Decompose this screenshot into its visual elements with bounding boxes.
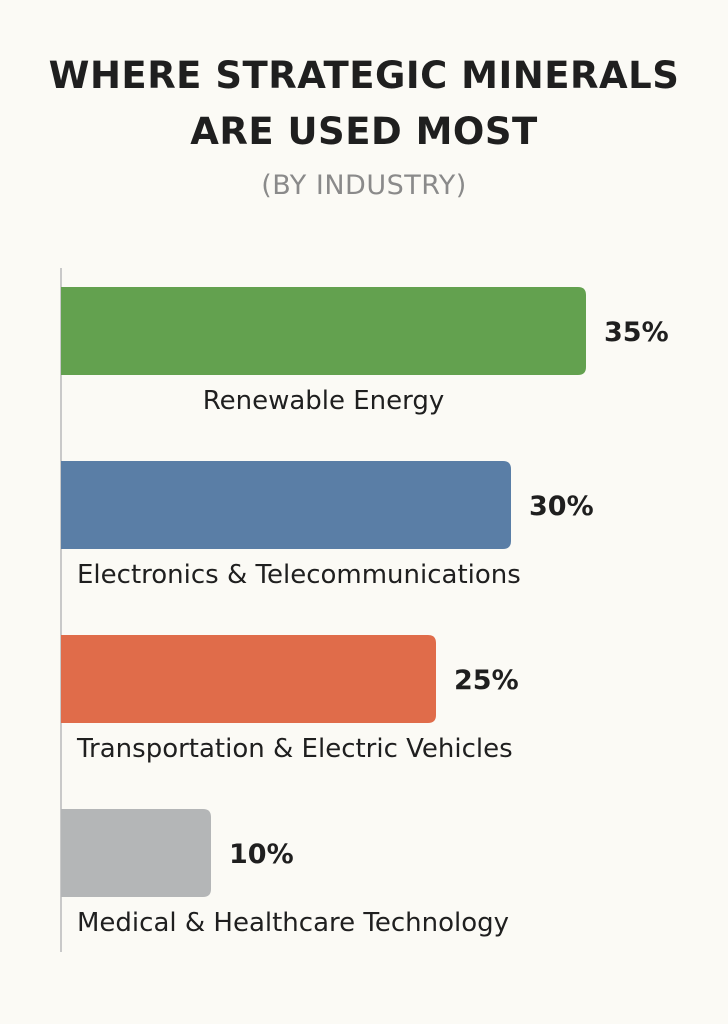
chart-title-line-1: WHERE STRATEGIC MINERALS xyxy=(48,54,680,97)
bar-value-label-3: 25% xyxy=(454,665,519,696)
bar-3 xyxy=(61,635,436,723)
category-label-1: Renewable Energy xyxy=(203,386,445,416)
chart-subtitle: (BY INDUSTRY) xyxy=(261,170,467,201)
bar-value-label-2: 30% xyxy=(529,491,594,522)
chart-title-line-2: ARE USED MOST xyxy=(190,110,538,153)
bar-4 xyxy=(61,809,211,897)
bar-value-label-1: 35% xyxy=(604,317,669,348)
bar-value-label-4: 10% xyxy=(229,839,294,870)
bar-2 xyxy=(61,461,511,549)
category-label-4: Medical & Healthcare Technology xyxy=(77,908,509,938)
category-label-2: Electronics & Telecommunications xyxy=(77,560,521,590)
bar-1 xyxy=(61,287,586,375)
category-label-3: Transportation & Electric Vehicles xyxy=(76,734,513,764)
chart-title: WHERE STRATEGIC MINERALS ARE USED MOST xyxy=(0,48,728,160)
